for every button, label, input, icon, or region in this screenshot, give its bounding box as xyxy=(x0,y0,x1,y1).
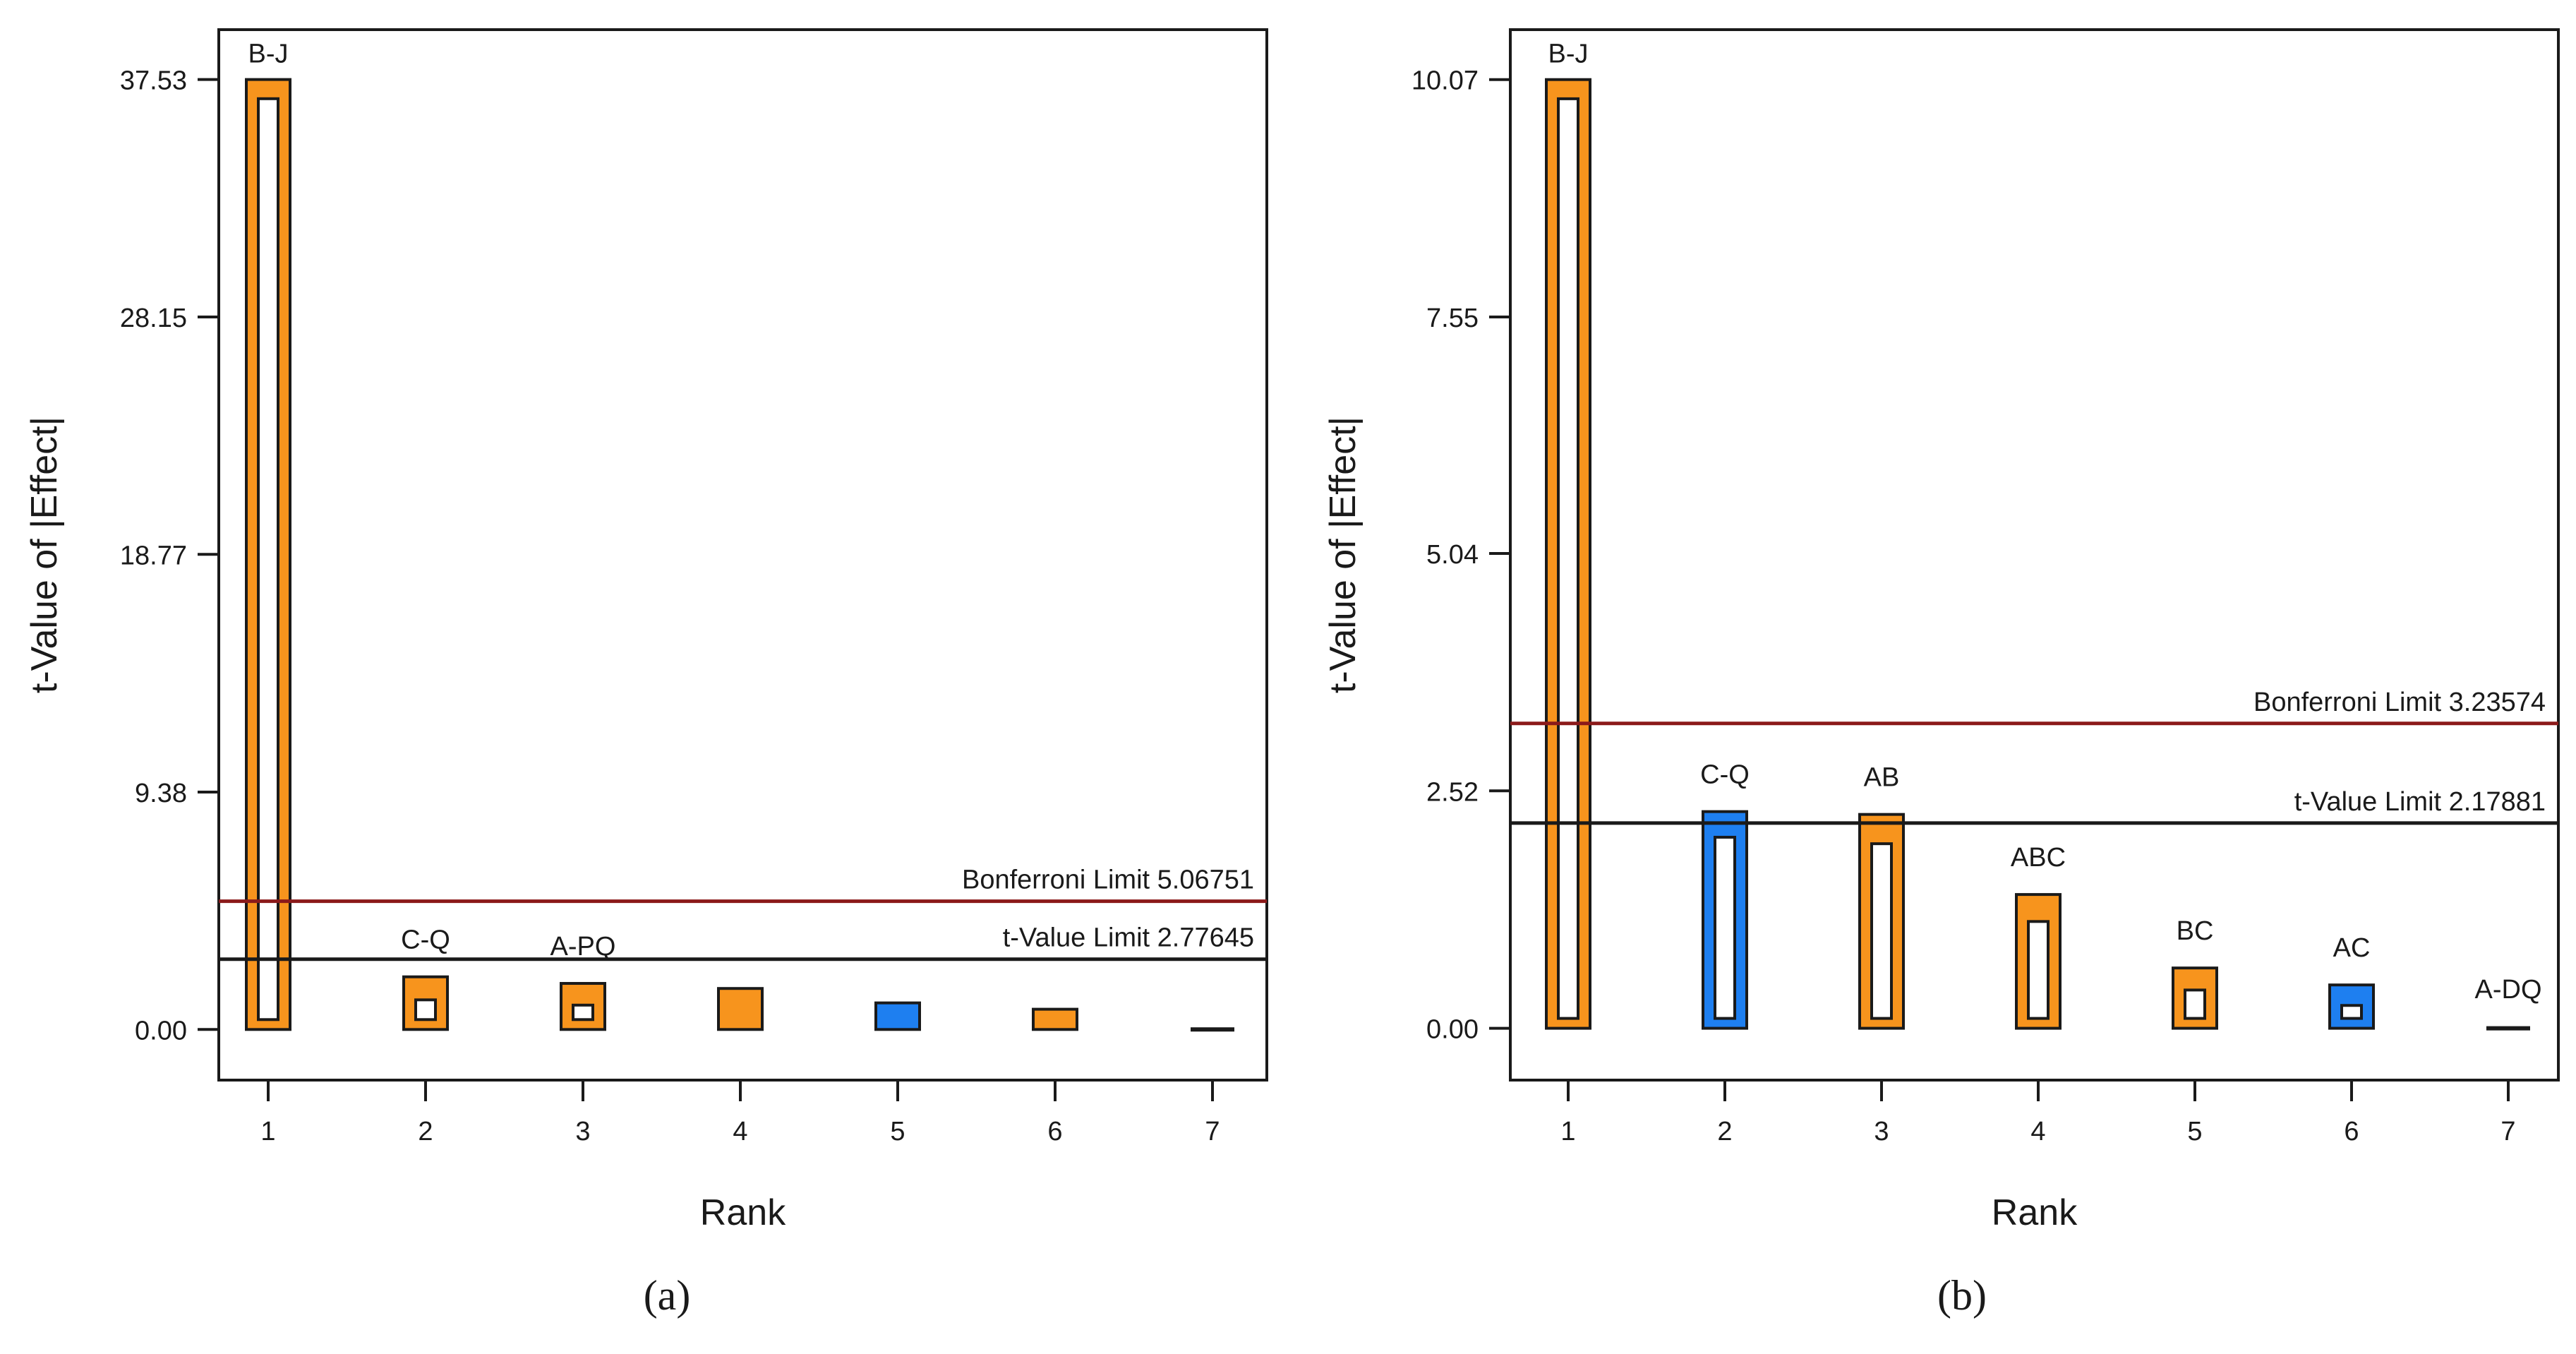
y-tick-label: 7.55 xyxy=(1426,304,1479,333)
bar-label: A-PQ xyxy=(550,932,616,961)
bar-rank-6 xyxy=(2328,983,2375,1030)
y-tick-label: 9.38 xyxy=(135,779,187,808)
bar-inner-rank-3 xyxy=(572,1003,594,1022)
bar-label: B-J xyxy=(1548,40,1589,69)
bar-inner-rank-6 xyxy=(2340,1004,2363,1020)
bar-label: AC xyxy=(2333,933,2371,963)
bar-inner-rank-1 xyxy=(1557,97,1579,1020)
tlimit-limit-label: t-Value Limit 2.77645 xyxy=(1003,923,1254,953)
x-tick-label: 6 xyxy=(1047,1117,1062,1146)
x-axis-title: Rank xyxy=(1992,1192,2078,1233)
bonferroni-limit-label: Bonferroni Limit 3.23574 xyxy=(2253,688,2546,717)
x-tick-label: 4 xyxy=(733,1117,747,1146)
bar-rank-4 xyxy=(717,987,764,1031)
x-tick-label: 6 xyxy=(2344,1117,2359,1146)
x-tick-label: 1 xyxy=(260,1117,275,1146)
x-tick-label: 2 xyxy=(1717,1117,1732,1146)
y-tick-label: 28.15 xyxy=(120,304,187,333)
x-tick-label: 3 xyxy=(1874,1117,1889,1146)
tlimit-limit-label: t-Value Limit 2.17881 xyxy=(2294,787,2546,817)
x-tick-label: 4 xyxy=(2030,1117,2045,1146)
bar-inner-rank-5 xyxy=(2184,988,2206,1020)
x-tick-label: 1 xyxy=(1560,1117,1575,1146)
x-tick-label: 7 xyxy=(2500,1117,2515,1146)
bar-inner-rank-1 xyxy=(257,97,279,1022)
bar-inner-rank-4 xyxy=(2027,920,2050,1020)
y-axis-title: t-Value of |Effect| xyxy=(1323,417,1364,693)
plot-frame xyxy=(1509,28,2560,1082)
y-tick-label: 5.04 xyxy=(1426,540,1479,570)
bar-label: A-DQ xyxy=(2475,975,2542,1005)
y-tick-label: 18.77 xyxy=(120,541,187,570)
y-tick-label: 37.53 xyxy=(120,66,187,96)
bar-label: B-J xyxy=(248,40,289,69)
x-tick-label: 5 xyxy=(2187,1117,2202,1146)
x-tick-label: 5 xyxy=(890,1117,905,1146)
y-axis-title: t-Value of |Effect| xyxy=(24,417,65,693)
bar-inner-rank-2 xyxy=(414,998,437,1022)
chart-panel-b: 0.00 2.52 5.04 7.55 10.07 1 2 3 4 5 6 7 Rank t-Value … xyxy=(1323,28,2560,1233)
bar-inner-rank-2 xyxy=(1714,835,1736,1020)
y-tick-label: 0.00 xyxy=(1426,1015,1479,1045)
x-axis-title: Rank xyxy=(700,1192,786,1233)
bonferroni-limit-label: Bonferroni Limit 5.06751 xyxy=(962,865,1254,895)
bar-label: C-Q xyxy=(1700,760,1750,790)
x-tick-label: 7 xyxy=(1205,1117,1220,1146)
bar-label: C-Q xyxy=(401,925,450,955)
x-tick-label: 2 xyxy=(418,1117,433,1146)
bar-label: AB xyxy=(1864,763,1900,793)
y-tick-label: 10.07 xyxy=(1412,66,1479,96)
y-tick-label: 0.00 xyxy=(135,1016,187,1046)
y-tick-label: 2.52 xyxy=(1426,777,1479,807)
bar-rank-5 xyxy=(874,1001,921,1031)
caption-a: (a) xyxy=(644,1272,691,1319)
bar-label: BC xyxy=(2177,916,2214,946)
caption-b: (b) xyxy=(1937,1272,1987,1319)
bar-rank-6 xyxy=(1032,1007,1078,1031)
bar-inner-rank-3 xyxy=(1870,842,1893,1020)
x-tick-label: 3 xyxy=(575,1117,590,1146)
chart-panel-a: 0.00 9.38 18.77 28.15 37.53 1 2 3 4 5 6 7 Rank t-Valu… xyxy=(24,28,1268,1233)
bar-label: ABC xyxy=(2011,843,2066,873)
